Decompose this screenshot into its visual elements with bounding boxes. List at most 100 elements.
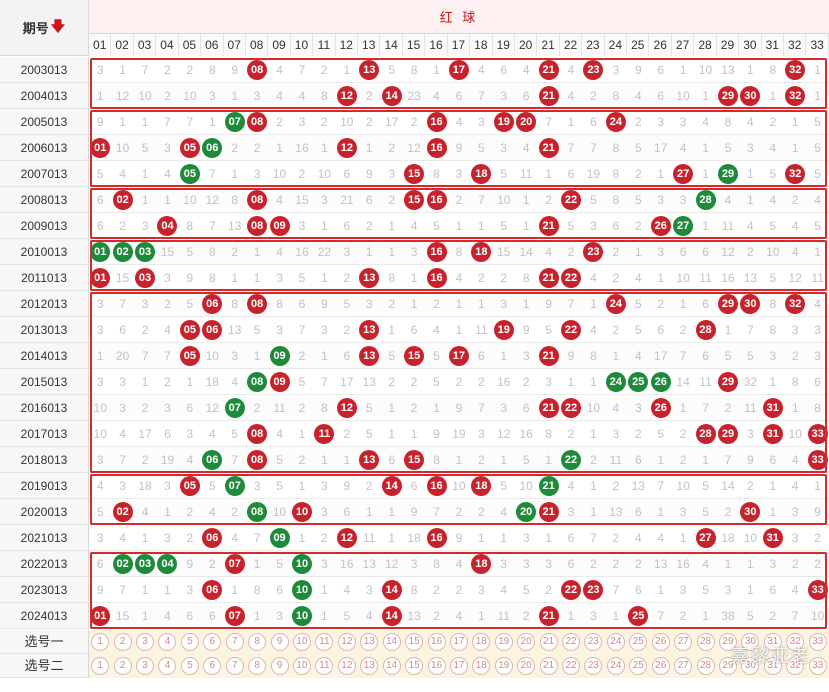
pick-ball[interactable]: 21 bbox=[539, 633, 558, 651]
pick-ball[interactable]: 23 bbox=[584, 657, 603, 675]
down-arrow-icon[interactable]: 🡇 bbox=[50, 17, 66, 34]
pick-ball[interactable]: 10 bbox=[292, 657, 311, 675]
pick-ball[interactable]: 30 bbox=[741, 657, 760, 675]
pick-ball[interactable]: 31 bbox=[763, 633, 782, 651]
pick-ball[interactable]: 8 bbox=[248, 657, 267, 675]
pick-ball[interactable]: 20 bbox=[517, 657, 536, 675]
pick-ball[interactable]: 19 bbox=[494, 657, 513, 675]
pick-ball[interactable]: 18 bbox=[472, 657, 491, 675]
pick-ball[interactable]: 4 bbox=[158, 633, 177, 651]
pick-ball[interactable]: 6 bbox=[203, 657, 222, 675]
omission-cell: 4 bbox=[634, 531, 642, 545]
pick-ball[interactable]: 5 bbox=[180, 633, 199, 651]
pick-ball[interactable]: 3 bbox=[136, 657, 155, 675]
pick-ball[interactable]: 6 bbox=[203, 633, 222, 651]
pick-ball[interactable]: 14 bbox=[382, 633, 401, 651]
pick-ball[interactable]: 4 bbox=[158, 657, 177, 675]
pick-ball[interactable]: 8 bbox=[248, 633, 267, 651]
omission-cell: 2 bbox=[657, 297, 665, 311]
omission-cell: 2 bbox=[612, 531, 620, 545]
pick-ball[interactable]: 12 bbox=[337, 657, 356, 675]
pick-ball[interactable]: 29 bbox=[718, 657, 737, 675]
omission-cell: 1 bbox=[298, 531, 306, 545]
repeat-ball: 10 bbox=[291, 606, 312, 626]
column-number: 18 bbox=[470, 34, 493, 56]
pick-ball[interactable]: 30 bbox=[741, 633, 760, 651]
pick-ball[interactable]: 11 bbox=[315, 657, 334, 675]
pick-ball[interactable]: 27 bbox=[674, 657, 693, 675]
pick-ball[interactable]: 29 bbox=[718, 633, 737, 651]
pick-ball[interactable]: 11 bbox=[315, 633, 334, 651]
omission-cell: 4 bbox=[276, 245, 283, 259]
pick-ball[interactable]: 28 bbox=[696, 657, 715, 675]
pick-ball[interactable]: 21 bbox=[539, 657, 558, 675]
pick-ball[interactable]: 26 bbox=[651, 633, 670, 651]
pick-ball[interactable]: 23 bbox=[584, 633, 603, 651]
omission-cell: 9 bbox=[455, 141, 463, 155]
pick-ball[interactable]: 19 bbox=[494, 633, 513, 651]
drawn-ball: 12 bbox=[336, 398, 357, 418]
pick-ball[interactable]: 13 bbox=[360, 633, 379, 651]
pick-ball[interactable]: 5 bbox=[180, 657, 199, 675]
omission-cell: 4 bbox=[164, 609, 171, 623]
column-number: 27 bbox=[671, 34, 695, 56]
pick-ball[interactable]: 26 bbox=[651, 657, 670, 675]
drawn-ball: 08 bbox=[247, 190, 268, 210]
pick-ball[interactable]: 32 bbox=[786, 657, 805, 675]
pick-ball[interactable]: 14 bbox=[382, 657, 401, 675]
pick-ball[interactable]: 27 bbox=[674, 633, 693, 651]
pick-ball[interactable]: 10 bbox=[292, 633, 311, 651]
pick-ball[interactable]: 32 bbox=[786, 633, 805, 651]
pick-ball[interactable]: 16 bbox=[427, 633, 446, 651]
pick-ball[interactable]: 22 bbox=[562, 657, 581, 675]
pick-ball[interactable]: 2 bbox=[113, 633, 132, 651]
pick-ball[interactable]: 33 bbox=[808, 657, 827, 675]
drawn-ball: 02 bbox=[112, 502, 133, 522]
pick-ball[interactable]: 24 bbox=[606, 633, 625, 651]
pick-ball[interactable]: 2 bbox=[113, 657, 132, 675]
omission-cell: 5 bbox=[769, 271, 777, 285]
omission-cell: 4 bbox=[141, 505, 149, 519]
pick-ball[interactable]: 25 bbox=[629, 657, 648, 675]
period-label: 2006013 bbox=[0, 135, 89, 161]
pick-ball[interactable]: 7 bbox=[225, 633, 244, 651]
omission-cell: 5 bbox=[634, 193, 642, 207]
pick-ball[interactable]: 17 bbox=[449, 657, 468, 675]
pick-ball[interactable]: 25 bbox=[629, 633, 648, 651]
pick-ball[interactable]: 7 bbox=[225, 657, 244, 675]
omission-cell: 12 bbox=[205, 193, 219, 207]
pick-ball[interactable]: 3 bbox=[136, 633, 155, 651]
pick-ball[interactable]: 15 bbox=[405, 657, 424, 675]
drawn-ball: 30 bbox=[740, 502, 761, 522]
omission-cell: 3 bbox=[522, 557, 530, 571]
pick-ball[interactable]: 28 bbox=[696, 633, 715, 651]
pick-ball[interactable]: 13 bbox=[360, 657, 379, 675]
omission-cell: 4 bbox=[724, 193, 732, 207]
omission-cell: 9 bbox=[747, 453, 754, 467]
pick-ball[interactable]: 15 bbox=[405, 633, 424, 651]
pick-ball[interactable]: 20 bbox=[517, 633, 536, 651]
pick-ball[interactable]: 18 bbox=[472, 633, 491, 651]
repeat-ball: 05 bbox=[179, 164, 200, 184]
pick-ball[interactable]: 9 bbox=[270, 657, 289, 675]
period-header[interactable]: 期号 🡇 bbox=[0, 0, 89, 56]
omission-cell: 1 bbox=[141, 193, 149, 207]
omission-cell: 5 bbox=[343, 609, 351, 623]
pick-ball[interactable]: 33 bbox=[808, 633, 827, 651]
omission-cell: 2 bbox=[634, 219, 642, 233]
pick-ball[interactable]: 16 bbox=[427, 657, 446, 675]
pick-ball[interactable]: 22 bbox=[562, 633, 581, 651]
pick-ball[interactable]: 31 bbox=[763, 657, 782, 675]
omission-cell: 4 bbox=[455, 115, 463, 129]
table-row bbox=[89, 395, 829, 421]
omission-cell: 4 bbox=[96, 479, 104, 493]
repeat-ball: 06 bbox=[202, 450, 223, 470]
pick-ball[interactable]: 12 bbox=[337, 633, 356, 651]
pick-ball[interactable]: 17 bbox=[449, 633, 468, 651]
pick-ball[interactable]: 9 bbox=[270, 633, 289, 651]
omission-cell: 4 bbox=[634, 349, 642, 363]
pick-ball[interactable]: 24 bbox=[606, 657, 625, 675]
pick-ball[interactable]: 1 bbox=[91, 633, 110, 651]
pick-ball[interactable]: 1 bbox=[91, 657, 110, 675]
omission-cell: 2 bbox=[253, 401, 261, 415]
